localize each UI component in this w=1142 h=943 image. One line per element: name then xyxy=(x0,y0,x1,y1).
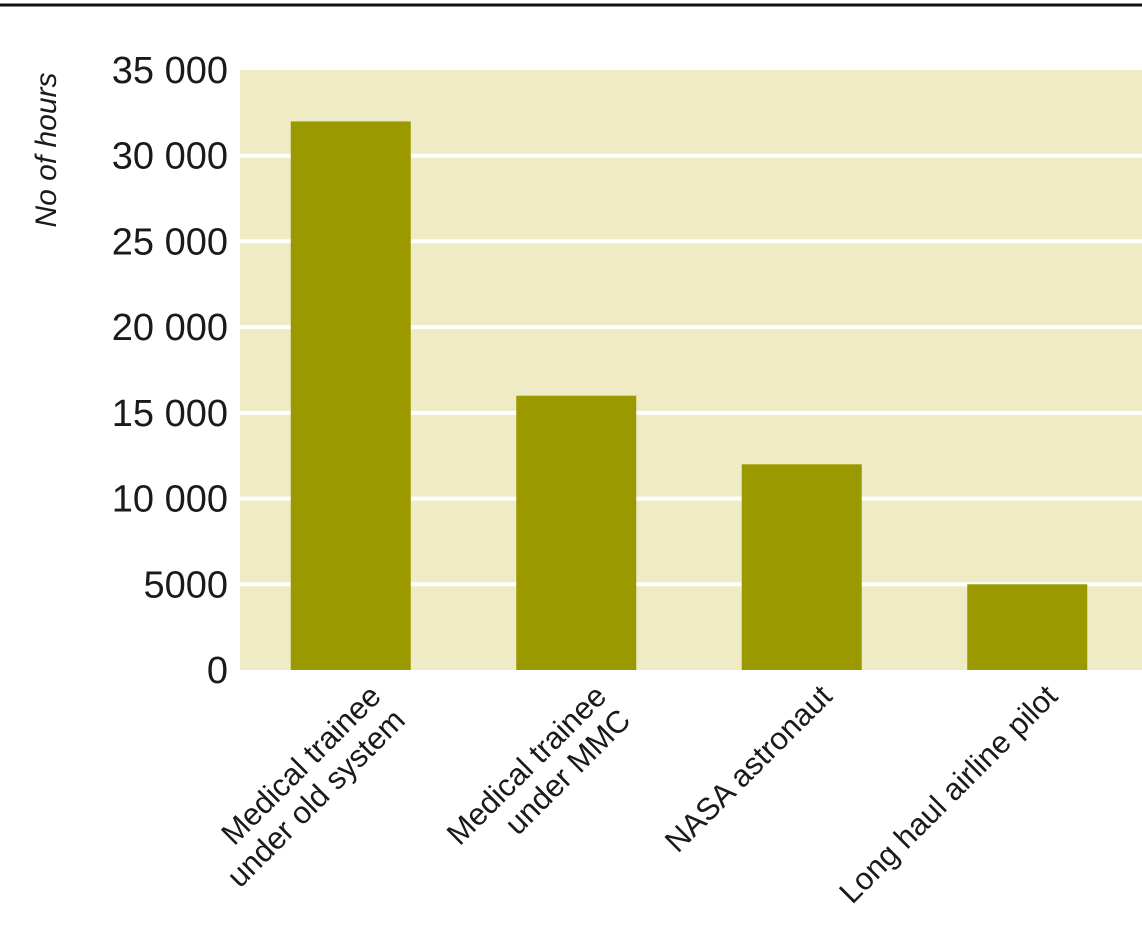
y-tick-label: 25 000 xyxy=(112,221,228,263)
y-tick-label: 20 000 xyxy=(112,307,228,349)
x-category-label: NASA astronaut xyxy=(658,678,839,859)
bar xyxy=(290,121,411,670)
bar xyxy=(516,395,637,670)
y-tick-label: 10 000 xyxy=(112,479,228,521)
y-tick-label: 5000 xyxy=(143,564,228,606)
bar xyxy=(967,584,1088,670)
x-category-label: Medical traineeunder old system xyxy=(196,678,412,894)
y-axis-title: No of hours xyxy=(30,72,63,227)
bar xyxy=(741,464,862,670)
y-tick-label: 35 000 xyxy=(112,50,228,92)
y-tick-label: 30 000 xyxy=(112,136,228,178)
x-category-label: Long haul airline pilot xyxy=(832,678,1064,910)
x-category-label: Medical traineeunder MMC xyxy=(440,678,637,875)
y-tick-label: 15 000 xyxy=(112,393,228,435)
x-category-labels: Medical traineeunder old system Medical t… xyxy=(196,678,1064,910)
y-tick-label: 0 xyxy=(207,650,228,692)
y-tick-labels: 0 5000 10 000 15 000 20 000 25 000 30 000 35 00… xyxy=(112,50,228,692)
bars xyxy=(290,121,1088,670)
